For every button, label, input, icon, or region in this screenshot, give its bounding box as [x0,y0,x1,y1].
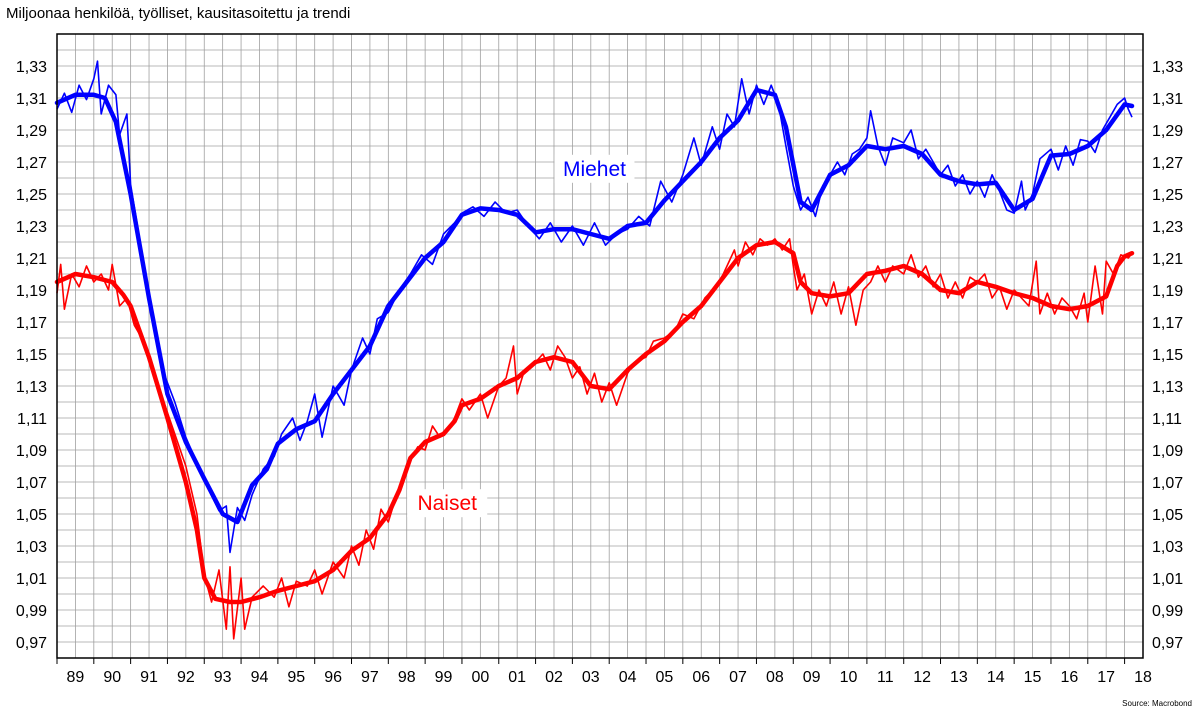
y-axis-left: 0,97 0,99 1,01 1,03 1,05 1,07 1,09 1,11 1,13 1,15… [16,59,47,652]
x-tick-label: 97 [361,669,379,686]
x-tick-label: 95 [287,669,305,686]
x-tick-label: 93 [214,669,232,686]
y-tick-label-left: 1,29 [16,123,47,140]
y-tick-label-right: 0,97 [1152,635,1183,652]
y-tick-label-left: 1,17 [16,315,47,332]
x-tick-label: 98 [398,669,416,686]
y-tick-label-left: 1,21 [16,251,47,268]
y-tick-label-left: 1,03 [16,539,47,556]
y-tick-label-left: 1,11 [17,411,47,428]
y-tick-label-right: 1,07 [1152,475,1183,492]
y-tick-label-right: 1,05 [1152,507,1183,524]
y-tick-label-left: 0,97 [16,635,47,652]
annotation-background [554,154,635,183]
x-tick-label: 13 [950,669,968,686]
y-tick-label-right: 1,25 [1152,187,1183,204]
series-annotations: Miehet Naiset [407,154,635,518]
chart-title: Miljoonaa henkilöä, työlliset, kausitaso… [6,5,351,22]
grid-lines [56,33,1144,659]
source-note: Source: Macrobond [1122,699,1192,708]
x-tick-label: 92 [177,669,195,686]
y-tick-label-left: 1,33 [16,59,47,76]
x-tick-label: 90 [103,669,121,686]
x-tick-label: 99 [435,669,453,686]
y-tick-label-left: 1,19 [16,283,47,300]
series-label-naiset: Naiset [417,492,477,515]
x-tick-label: 10 [840,669,858,686]
y-tick-label-left: 1,25 [16,187,47,204]
x-tick-label: 94 [251,669,269,686]
x-tick-label: 09 [803,669,821,686]
x-tick-label: 00 [471,669,489,686]
y-tick-label-right: 1,11 [1152,411,1182,428]
series-miehet-seasonally-adjusted [56,60,1133,554]
y-tick-label-right: 1,01 [1152,571,1183,588]
y-tick-label-right: 1,13 [1152,379,1183,396]
y-tick-label-right: 1,31 [1152,91,1183,108]
y-tick-label-right: 1,15 [1152,347,1183,364]
y-tick-label-right: 0,99 [1152,603,1183,620]
x-tick-label: 18 [1134,669,1152,686]
y-tick-label-left: 1,07 [16,475,47,492]
y-tick-label-left: 1,09 [16,443,47,460]
x-tick-label: 01 [508,669,526,686]
x-tick-label: 08 [766,669,784,686]
x-tick-label: 03 [582,669,600,686]
series-miehet-trend [54,87,1135,525]
series-lines [54,60,1135,640]
y-tick-label-left: 1,01 [16,571,47,588]
x-tick-label: 07 [729,669,747,686]
annotation-background [407,489,488,518]
x-tick-label: 96 [324,669,342,686]
y-axis-right: 0,97 0,99 1,01 1,03 1,05 1,07 1,09 1,11 1,13 1,15… [1152,59,1183,652]
x-tick-label: 04 [619,669,637,686]
y-tick-label-left: 1,05 [16,507,47,524]
y-tick-label-right: 1,33 [1152,59,1183,76]
y-tick-label-right: 1,03 [1152,539,1183,556]
y-tick-label-right: 1,09 [1152,443,1183,460]
y-tick-label-left: 1,15 [16,347,47,364]
x-tick-label: 16 [1060,669,1078,686]
x-tick-label: 02 [545,669,563,686]
y-tick-label-left: 1,31 [16,91,47,108]
x-tick-label: 06 [692,669,710,686]
y-tick-label-left: 0,99 [16,603,47,620]
y-tick-label-right: 1,17 [1152,315,1183,332]
y-tick-label-left: 1,13 [16,379,47,396]
y-tick-label-right: 1,19 [1152,283,1183,300]
x-tick-label: 14 [987,669,1005,686]
x-tick-label: 89 [67,669,85,686]
x-tick-label: 15 [1024,669,1042,686]
x-tick-label: 11 [877,669,894,686]
plot-frame [56,33,1144,659]
series-label-miehet: Miehet [563,158,626,181]
series-naiset-trend [54,239,1135,605]
series-naiset-seasonally-adjusted [56,238,1133,640]
x-tick-label: 05 [656,669,674,686]
x-tick-label: 12 [913,669,931,686]
y-tick-label-right: 1,23 [1152,219,1183,236]
x-axis: 89 90 91 92 93 94 95 96 97 98 99 00 01 02 03 04 05 06 07 08… [56,658,1152,686]
y-tick-label-right: 1,27 [1152,155,1183,172]
y-tick-label-left: 1,27 [16,155,47,172]
y-tick-label-left: 1,23 [16,219,47,236]
y-tick-label-right: 1,29 [1152,123,1183,140]
x-tick-label: 91 [140,669,158,686]
x-tick-label: 17 [1097,669,1115,686]
y-tick-label-right: 1,21 [1152,251,1183,268]
